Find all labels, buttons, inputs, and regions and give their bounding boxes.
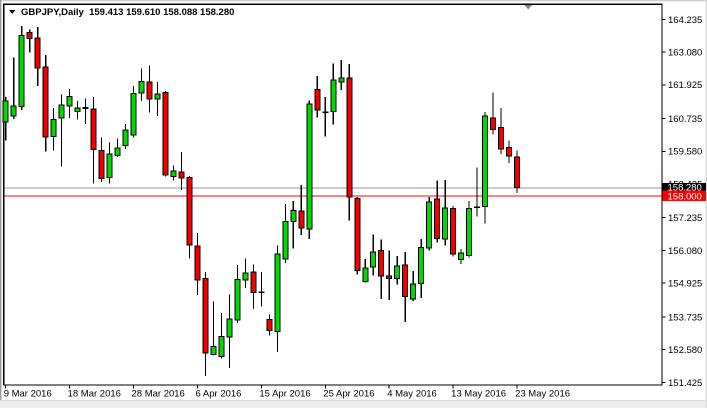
svg-text:18 Mar 2016: 18 Mar 2016 (68, 389, 121, 400)
svg-text:154.925: 154.925 (668, 279, 702, 290)
svg-text:157.235: 157.235 (668, 213, 702, 224)
svg-text:156.080: 156.080 (668, 246, 702, 257)
svg-text:164.235: 164.235 (668, 15, 702, 26)
svg-text:GBPJPY,Daily 159.413 159.610: GBPJPY,Daily 159.413 159.610 158.088 158… (21, 7, 234, 18)
svg-text:163.080: 163.080 (668, 48, 702, 59)
svg-text:4 May 2016: 4 May 2016 (387, 389, 437, 400)
svg-text:28 Mar 2016: 28 Mar 2016 (132, 389, 185, 400)
svg-text:13 May 2016: 13 May 2016 (451, 389, 506, 400)
svg-text:152.580: 152.580 (668, 345, 702, 356)
svg-text:161.925: 161.925 (668, 80, 702, 91)
svg-text:25 Apr 2016: 25 Apr 2016 (323, 389, 374, 400)
svg-text:151.425: 151.425 (668, 378, 702, 389)
svg-text:23 May 2016: 23 May 2016 (515, 389, 570, 400)
svg-text:153.735: 153.735 (668, 312, 702, 323)
svg-text:158.280: 158.280 (668, 182, 702, 193)
svg-text:9 Mar 2016: 9 Mar 2016 (4, 389, 52, 400)
svg-text:15 Apr 2016: 15 Apr 2016 (259, 389, 310, 400)
svg-text:158.000: 158.000 (668, 191, 702, 202)
svg-text:160.735: 160.735 (668, 114, 702, 125)
svg-text:159.580: 159.580 (668, 147, 702, 158)
svg-text:6 Apr 2016: 6 Apr 2016 (196, 389, 242, 400)
